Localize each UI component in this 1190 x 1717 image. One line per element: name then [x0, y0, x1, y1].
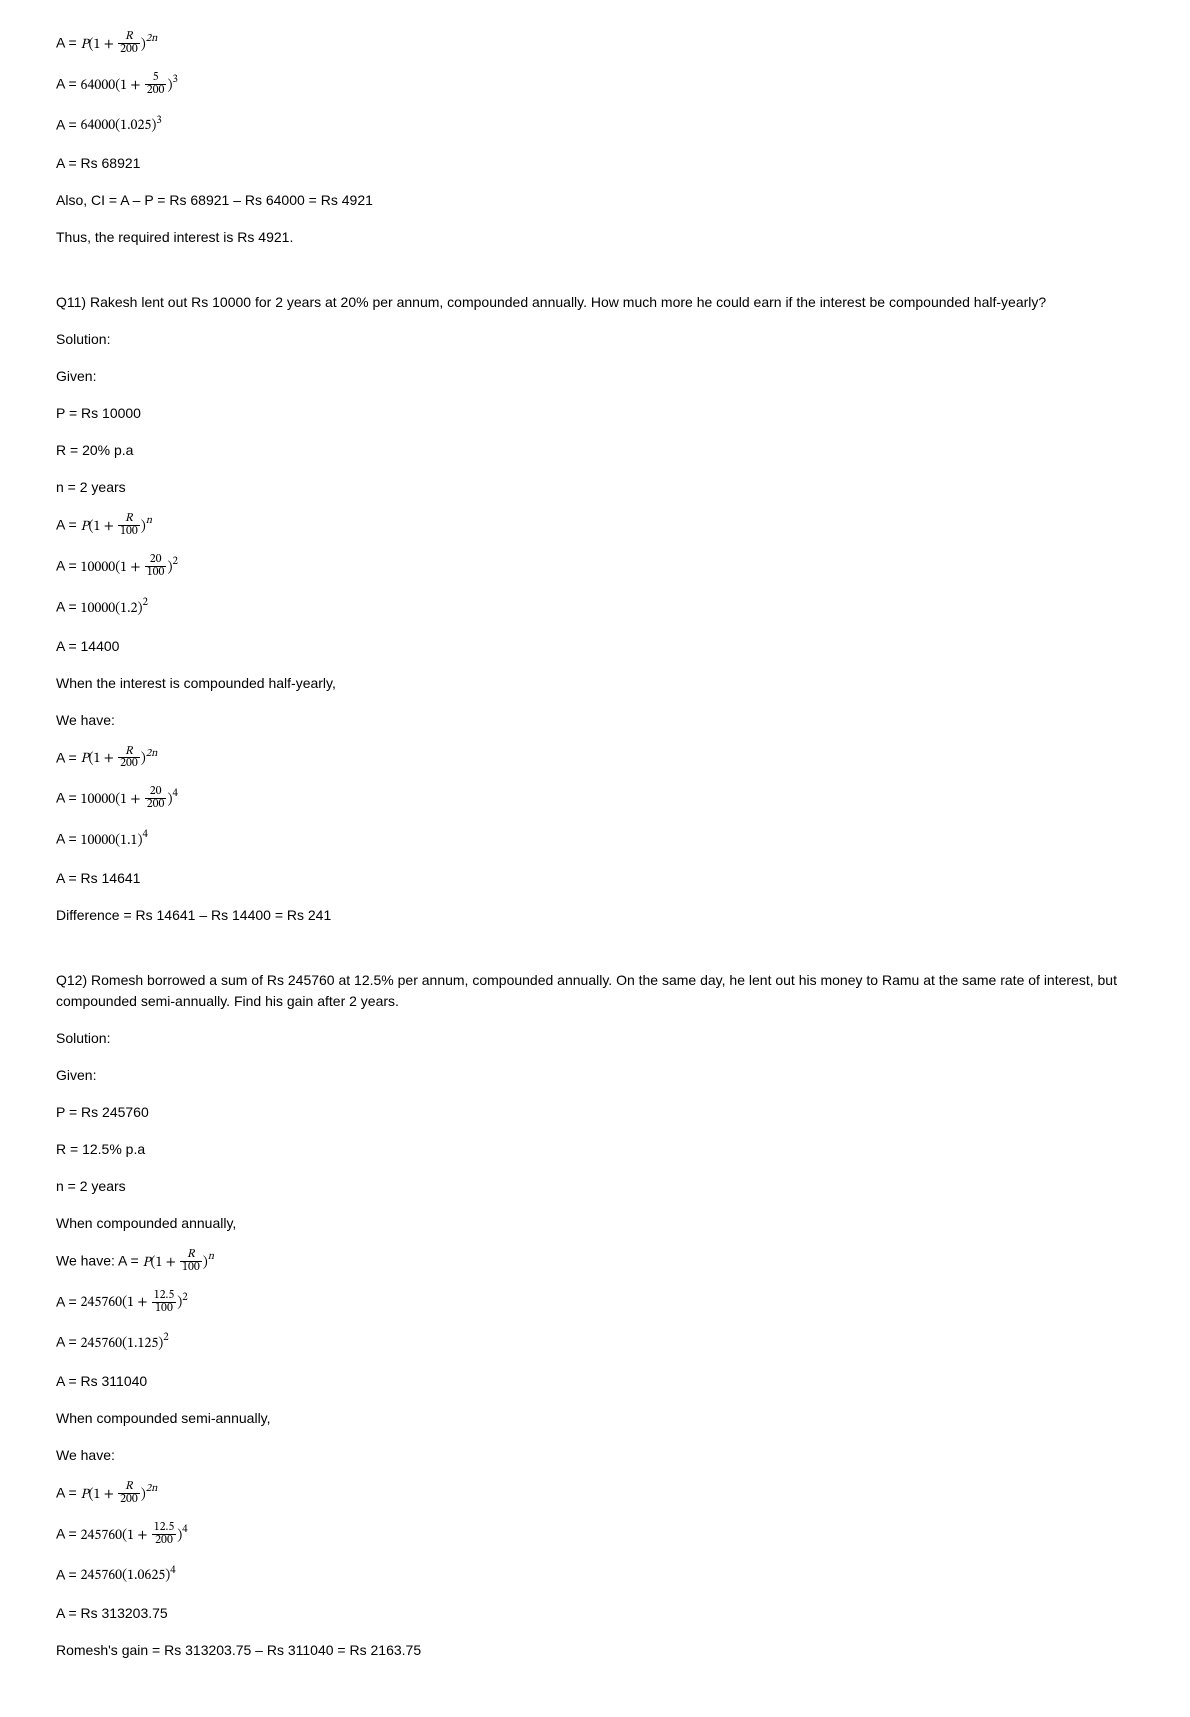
- question-text: Q12) Romesh borrowed a sum of Rs 245760 …: [56, 970, 1134, 1012]
- text-line: We have:: [56, 710, 1134, 731]
- text-line: P = Rs 245760: [56, 1102, 1134, 1123]
- equation-line: A = P(1 + R200)2n: [56, 1482, 1134, 1507]
- text-line: n = 2 years: [56, 1176, 1134, 1197]
- text-line: P = Rs 10000: [56, 403, 1134, 424]
- eq-math: 245760(1 + 12.5200)4: [81, 1529, 188, 1543]
- text-line: Thus, the required interest is Rs 4921.: [56, 227, 1134, 248]
- text-line: R = 20% p.a: [56, 440, 1134, 461]
- solution-label: Solution:: [56, 1028, 1134, 1049]
- eq-math: P(1 + R100)n: [143, 1256, 215, 1270]
- text-line: Difference = Rs 14641 – Rs 14400 = Rs 24…: [56, 905, 1134, 926]
- eq-math: 10000(1 + 20100)2: [81, 561, 178, 575]
- equation-line: We have: A = P(1 + R100)n: [56, 1250, 1134, 1275]
- eq-math: P(1 + R100)n: [81, 520, 153, 534]
- text-line: We have:: [56, 1445, 1134, 1466]
- equation-line: A = 245760(1.0625)4: [56, 1564, 1134, 1588]
- equation-line: A = 245760(1 + 12.5200)4: [56, 1523, 1134, 1548]
- equation-line: A = 10000(1 + 20200)4: [56, 787, 1134, 812]
- text-line: A = Rs 313203.75: [56, 1603, 1134, 1624]
- eq-prefix: A =: [56, 1334, 81, 1350]
- equation-line: A = P(1 + R100)n: [56, 514, 1134, 539]
- question-text: Q11) Rakesh lent out Rs 10000 for 2 year…: [56, 292, 1134, 313]
- eq-math: 10000(1.2)2: [81, 602, 148, 616]
- eq-prefix: A =: [56, 1566, 81, 1582]
- eq-prefix: A =: [56, 558, 81, 574]
- equation-line: A = P(1 + R200)2n: [56, 747, 1134, 772]
- eq-prefix: A =: [56, 116, 81, 132]
- equation-line: A = 64000(1 + 5200)3: [56, 73, 1134, 98]
- text-line: R = 12.5% p.a: [56, 1139, 1134, 1160]
- eq-prefix: A =: [56, 790, 81, 806]
- text-line: When the interest is compounded half-yea…: [56, 673, 1134, 694]
- equation-line: A = 10000(1 + 20100)2: [56, 555, 1134, 580]
- text-line: When compounded semi-annually,: [56, 1408, 1134, 1429]
- text-line: n = 2 years: [56, 477, 1134, 498]
- eq-math: 64000(1.025)3: [81, 119, 162, 133]
- equation-line: A = 10000(1.2)2: [56, 596, 1134, 620]
- eq-math: 10000(1 + 20200)4: [81, 793, 178, 807]
- given-label: Given:: [56, 1065, 1134, 1086]
- eq-math: P(1 + R200)2n: [81, 1488, 158, 1502]
- equation-line: A = P(1 + R200)2n: [56, 32, 1134, 57]
- eq-math: 245760(1.125)2: [81, 1337, 169, 1351]
- solution-label: Solution:: [56, 329, 1134, 350]
- equation-line: A = 64000(1.025)3: [56, 114, 1134, 138]
- eq-prefix: A =: [56, 76, 81, 92]
- text-line: A = Rs 311040: [56, 1371, 1134, 1392]
- eq-math: P(1 + R200)2n: [81, 38, 158, 52]
- document-body: A = P(1 + R200)2n A = 64000(1 + 5200)3 A…: [56, 32, 1134, 1661]
- text-line: A = Rs 68921: [56, 153, 1134, 174]
- text-line: When compounded annually,: [56, 1213, 1134, 1234]
- eq-prefix: A =: [56, 599, 81, 615]
- eq-prefix: A =: [56, 1526, 81, 1542]
- eq-prefix: A =: [56, 749, 81, 765]
- eq-math: 64000(1 + 5200)3: [81, 79, 178, 93]
- eq-prefix: A =: [56, 517, 81, 533]
- eq-prefix: A =: [56, 35, 81, 51]
- given-label: Given:: [56, 366, 1134, 387]
- eq-prefix: A =: [56, 1485, 81, 1501]
- eq-math: 245760(1 + 12.5100)2: [81, 1296, 188, 1310]
- text-line: A = Rs 14641: [56, 868, 1134, 889]
- eq-prefix: A =: [56, 1293, 81, 1309]
- eq-prefix: We have: A =: [56, 1253, 143, 1269]
- eq-math: 10000(1.1)4: [81, 834, 148, 848]
- equation-line: A = 245760(1 + 12.5100)2: [56, 1291, 1134, 1316]
- text-line: A = 14400: [56, 636, 1134, 657]
- section-spacer: [56, 264, 1134, 292]
- section-spacer: [56, 942, 1134, 970]
- eq-prefix: A =: [56, 831, 81, 847]
- equation-line: A = 10000(1.1)4: [56, 828, 1134, 852]
- text-line: Also, CI = A – P = Rs 68921 – Rs 64000 =…: [56, 190, 1134, 211]
- text-line: Romesh's gain = Rs 313203.75 – Rs 311040…: [56, 1640, 1134, 1661]
- eq-math: P(1 + R200)2n: [81, 752, 158, 766]
- eq-math: 245760(1.0625)4: [81, 1569, 176, 1583]
- equation-line: A = 245760(1.125)2: [56, 1331, 1134, 1355]
